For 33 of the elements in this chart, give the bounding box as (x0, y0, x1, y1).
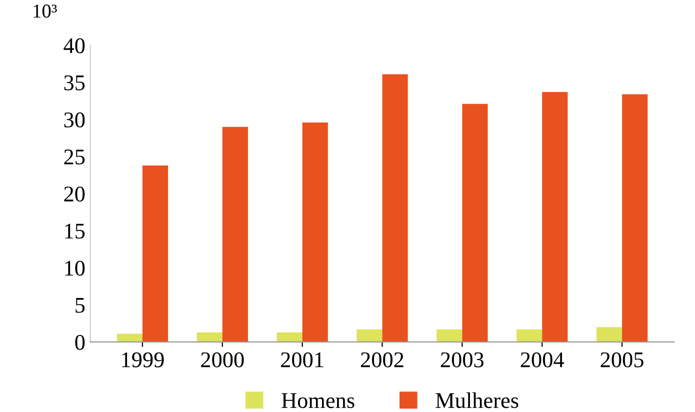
bar (462, 104, 488, 342)
bar (222, 126, 248, 342)
bar (382, 74, 408, 342)
legend-label: Mulheres (436, 392, 518, 408)
x-tick-label: 2003 (440, 352, 484, 368)
bar (516, 329, 542, 342)
bar (436, 329, 462, 342)
y-tick-label: 15 (65, 224, 85, 239)
y-tick-label: 35 (64, 75, 85, 90)
x-tick-label: 2002 (361, 352, 404, 368)
y-tick-label: 5 (76, 298, 85, 313)
bar (356, 329, 382, 342)
bar (196, 332, 222, 342)
bar (622, 94, 648, 342)
y-axis-title: 10³ (34, 4, 57, 18)
y-tick-label: 25 (64, 150, 85, 164)
x-tick-label: 2004 (520, 352, 564, 368)
legend-label: Homens (282, 393, 354, 408)
y-tick-label: 0 (75, 334, 85, 350)
bar (302, 122, 328, 342)
y-tick-label: 30 (64, 112, 85, 128)
y-tick-label: 10 (65, 260, 85, 276)
bar (142, 165, 168, 342)
bar (596, 327, 622, 342)
x-tick-label: 2000 (201, 352, 244, 368)
bar (116, 334, 142, 342)
bar (276, 332, 302, 342)
x-tick-label: 2005 (600, 352, 644, 368)
bar (542, 92, 568, 342)
x-tick-label: 2001 (281, 352, 324, 368)
y-tick-label: 40 (64, 38, 85, 54)
x-tick-label: 1999 (122, 352, 164, 368)
y-tick-label: 20 (64, 186, 85, 202)
